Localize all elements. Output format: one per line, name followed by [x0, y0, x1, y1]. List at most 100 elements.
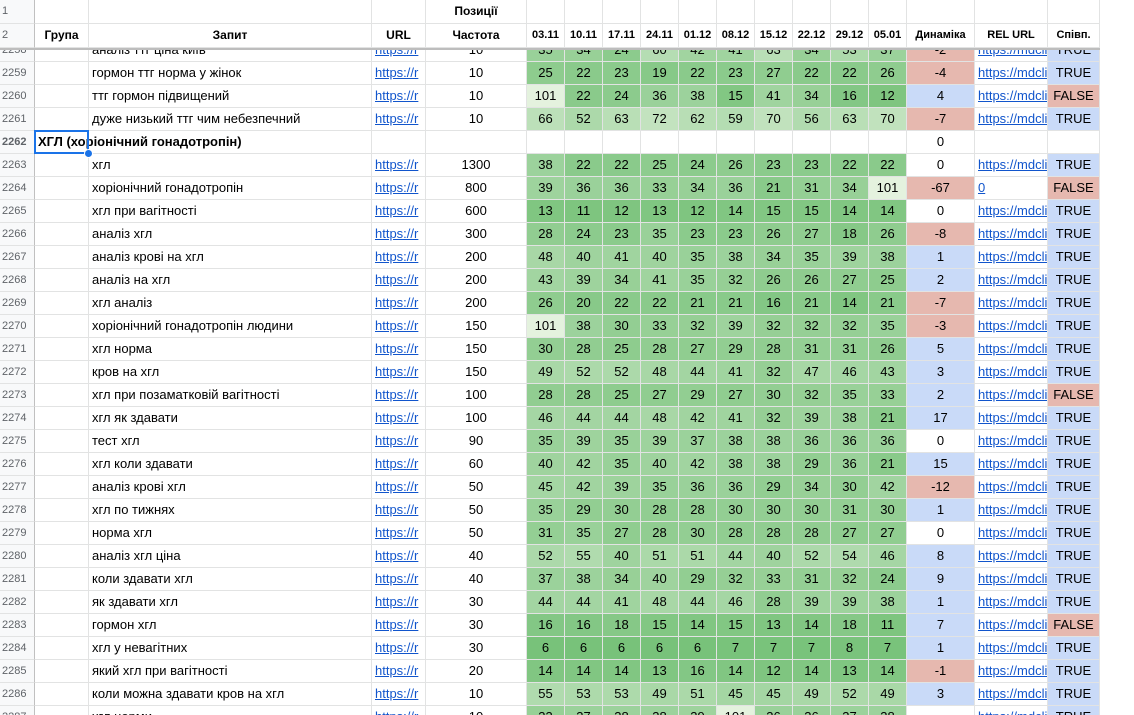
position-cell: 12 — [679, 200, 717, 223]
position-cell: 33 — [641, 315, 679, 338]
row-number: 2270 — [0, 315, 35, 338]
match-cell: TRUE — [1048, 223, 1100, 246]
row-number: 2277 — [0, 476, 35, 499]
url-cell — [372, 131, 426, 154]
group-cell — [35, 50, 89, 62]
position-cell: 63 — [603, 108, 641, 131]
position-cell: 52 — [831, 683, 869, 706]
position-cell: 28 — [527, 384, 565, 407]
query-cell: аналіз крові на хгл — [89, 246, 372, 269]
position-cell: 39 — [793, 591, 831, 614]
position-cell: 29 — [679, 384, 717, 407]
url-cell: https://r — [372, 545, 426, 568]
row-number: 2274 — [0, 407, 35, 430]
position-cell: 31 — [793, 177, 831, 200]
dynamics-cell: 0 — [907, 522, 975, 545]
position-cell: 36 — [679, 476, 717, 499]
rel-url-cell: https://mdcli — [975, 683, 1048, 706]
position-cell: 36 — [603, 177, 641, 200]
position-cell: 38 — [869, 591, 907, 614]
header-cell — [755, 0, 793, 24]
query-cell: хгл як здавати — [89, 407, 372, 430]
position-cell: 44 — [717, 545, 755, 568]
query-cell: хгл при вагітності — [89, 200, 372, 223]
position-cell: 35 — [869, 315, 907, 338]
row-number: 2269 — [0, 292, 35, 315]
frequency-cell: 50 — [426, 499, 527, 522]
url-cell: https://r — [372, 108, 426, 131]
position-cell: 44 — [565, 407, 603, 430]
row-number: 2271 — [0, 338, 35, 361]
position-cell: 14 — [793, 660, 831, 683]
position-cell: 36 — [641, 85, 679, 108]
position-cell: 25 — [603, 384, 641, 407]
match-cell: TRUE — [1048, 108, 1100, 131]
column-header: Група — [35, 24, 89, 48]
position-cell: 32 — [755, 407, 793, 430]
dynamics-cell: 15 — [907, 453, 975, 476]
position-cell: 38 — [869, 246, 907, 269]
url-cell: https://r — [372, 476, 426, 499]
group-cell — [35, 177, 89, 200]
position-cell: 51 — [641, 545, 679, 568]
position-cell — [565, 131, 603, 154]
position-cell: 32 — [679, 315, 717, 338]
dynamics-cell: 7 — [907, 614, 975, 637]
column-header: 05.01 — [869, 24, 907, 48]
position-cell: 48 — [641, 407, 679, 430]
position-cell: 14 — [603, 660, 641, 683]
group-cell — [35, 154, 89, 177]
position-cell: 38 — [565, 568, 603, 591]
url-cell: https://r — [372, 499, 426, 522]
match-cell: TRUE — [1048, 338, 1100, 361]
group-header: Позиції — [426, 0, 527, 24]
position-cell: 38 — [717, 453, 755, 476]
position-cell: 62 — [679, 108, 717, 131]
position-cell: 12 — [603, 200, 641, 223]
rel-url-cell: https://mdcli — [975, 453, 1048, 476]
query-cell: хгл — [89, 154, 372, 177]
position-cell: 55 — [527, 683, 565, 706]
dynamics-cell: 9 — [907, 568, 975, 591]
header-cell — [869, 0, 907, 24]
grid: 2258аналіз ттг ціна київhttps://r1035342… — [0, 50, 1100, 715]
position-cell: 46 — [717, 591, 755, 614]
position-cell: 39 — [831, 246, 869, 269]
rel-url-cell: https://mdcli — [975, 660, 1048, 683]
query-cell: гормон ттг норма у жінок — [89, 62, 372, 85]
url-cell: https://r — [372, 614, 426, 637]
column-header: 22.12 — [793, 24, 831, 48]
position-cell: 36 — [755, 706, 793, 715]
group-cell — [35, 499, 89, 522]
position-cell: 23 — [717, 223, 755, 246]
query-cell: ттг гормон підвищений — [89, 85, 372, 108]
row-number: 2272 — [0, 361, 35, 384]
position-cell: 23 — [603, 223, 641, 246]
position-cell: 36 — [831, 453, 869, 476]
match-cell: TRUE — [1048, 706, 1100, 715]
position-cell: 38 — [869, 706, 907, 715]
query-cell: як здавати хгл — [89, 591, 372, 614]
rel-url-cell: https://mdcli — [975, 545, 1048, 568]
dynamics-cell: 1 — [907, 591, 975, 614]
position-cell: 14 — [717, 200, 755, 223]
position-cell: 47 — [793, 361, 831, 384]
header-cell — [89, 0, 372, 24]
match-cell: FALSE — [1048, 85, 1100, 108]
frequency-cell: 10 — [426, 706, 527, 715]
match-cell: TRUE — [1048, 200, 1100, 223]
position-cell: 36 — [717, 476, 755, 499]
column-header: REL URL — [975, 24, 1048, 48]
rel-url-cell: https://mdcli — [975, 430, 1048, 453]
column-header: 01.12 — [679, 24, 717, 48]
position-cell: 11 — [565, 200, 603, 223]
url-cell: https://r — [372, 706, 426, 715]
dynamics-cell: 3 — [907, 361, 975, 384]
dynamics-cell: 8 — [907, 545, 975, 568]
position-cell: 14 — [869, 660, 907, 683]
fill-handle[interactable] — [84, 149, 93, 158]
position-cell — [679, 131, 717, 154]
rel-url-cell: 0 — [975, 177, 1048, 200]
query-cell — [89, 131, 372, 154]
